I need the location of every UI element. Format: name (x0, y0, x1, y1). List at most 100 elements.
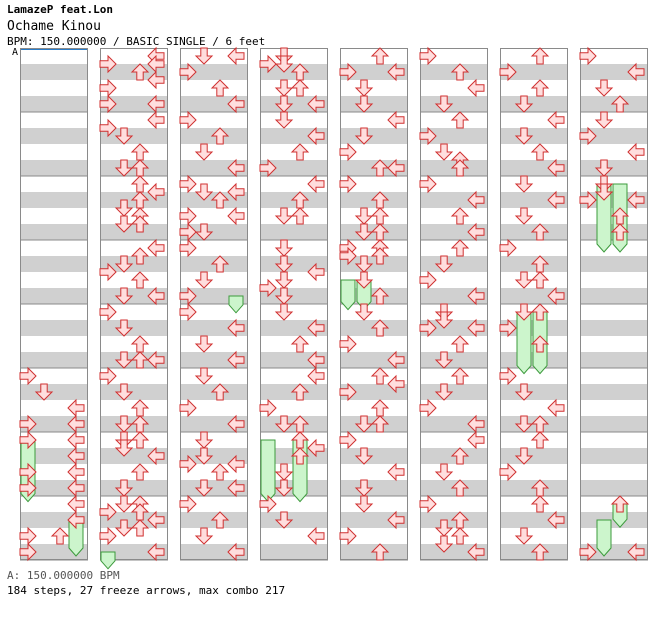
up-arrow (130, 143, 150, 161)
right-arrow (307, 438, 325, 458)
down-arrow (274, 95, 294, 113)
bpm-marker-line (21, 49, 87, 50)
beat-stripe (100, 320, 168, 336)
left-arrow (499, 462, 517, 482)
up-arrow (130, 247, 150, 265)
beat-stripe (20, 288, 88, 304)
left-arrow (99, 302, 117, 322)
beat-stripe (340, 64, 408, 80)
right-arrow (227, 478, 245, 498)
beat-stripe (20, 416, 88, 432)
right-arrow (467, 542, 485, 562)
beat-stripe (180, 448, 248, 464)
beat-stripe (580, 288, 648, 304)
down-arrow (114, 255, 134, 273)
beat-stripe (100, 384, 168, 400)
bpm-marker-label: A (12, 47, 19, 58)
beat-stripe (340, 512, 408, 528)
down-arrow (34, 383, 54, 401)
beat-stripe (100, 448, 168, 464)
beat-stripe (580, 64, 648, 80)
freeze-arrow (340, 279, 356, 311)
up-arrow (530, 495, 550, 513)
beat-stripe (500, 288, 568, 304)
right-arrow (147, 286, 165, 306)
arrow-layer (19, 46, 645, 562)
beat-stripe (20, 64, 88, 80)
left-arrow (99, 502, 117, 522)
left-arrow (99, 366, 117, 386)
beat-stripe (260, 224, 328, 240)
artist-name: LamazeP feat.Lon (7, 3, 113, 16)
up-arrow (370, 159, 390, 177)
right-arrow (227, 454, 245, 474)
beat-stripe (420, 384, 488, 400)
beat-stripe (180, 544, 248, 560)
beat-stripe (340, 256, 408, 272)
left-arrow (419, 318, 437, 338)
up-arrow (210, 255, 230, 273)
beat-stripe (20, 384, 88, 400)
left-arrow (339, 174, 357, 194)
down-arrow (354, 415, 374, 433)
up-arrow (610, 95, 630, 113)
up-arrow (130, 399, 150, 417)
beat-stripe (420, 224, 488, 240)
right-arrow (227, 182, 245, 202)
chart-column (100, 48, 168, 560)
up-arrow (450, 527, 470, 545)
down-arrow (514, 175, 534, 193)
down-arrow (354, 447, 374, 465)
down-arrow (594, 79, 614, 97)
down-arrow (114, 519, 134, 537)
left-arrow (19, 526, 37, 546)
beat-stripe (260, 512, 328, 528)
down-arrow (354, 127, 374, 145)
beat-stripe (580, 160, 648, 176)
beat-stripe (20, 320, 88, 336)
down-arrow (194, 431, 214, 449)
up-arrow (610, 223, 630, 241)
right-arrow (467, 286, 485, 306)
left-arrow (99, 94, 117, 114)
down-arrow (194, 479, 214, 497)
down-arrow (354, 79, 374, 97)
right-arrow (147, 182, 165, 202)
left-arrow (179, 174, 197, 194)
right-arrow (307, 526, 325, 546)
beat-stripe (100, 512, 168, 528)
right-arrow (387, 510, 405, 530)
right-arrow (67, 446, 85, 466)
up-arrow (530, 335, 550, 353)
down-arrow (114, 383, 134, 401)
beat-stripe (420, 96, 488, 112)
chart-meta: BPM: 150.000000 / BASIC SINGLE / 6 feet (7, 35, 266, 48)
chart-column (420, 48, 488, 560)
right-arrow (67, 414, 85, 434)
left-arrow (99, 54, 117, 74)
left-arrow (419, 174, 437, 194)
right-arrow (147, 94, 165, 114)
down-arrow (434, 143, 454, 161)
left-arrow (259, 278, 277, 298)
up-arrow (450, 239, 470, 257)
left-arrow (339, 334, 357, 354)
up-arrow (530, 223, 550, 241)
down-arrow (194, 527, 214, 545)
song-title: Ochame Kinou (7, 19, 101, 34)
up-arrow (450, 63, 470, 81)
down-arrow (274, 79, 294, 97)
down-arrow (354, 303, 374, 321)
beat-stripe (260, 96, 328, 112)
down-arrow (194, 447, 214, 465)
up-arrow (370, 319, 390, 337)
down-arrow (114, 439, 134, 457)
up-arrow (370, 367, 390, 385)
down-arrow (274, 511, 294, 529)
up-arrow (210, 511, 230, 529)
beat-stripe (420, 192, 488, 208)
right-arrow (147, 70, 165, 90)
right-arrow (307, 262, 325, 282)
left-arrow (99, 118, 117, 138)
